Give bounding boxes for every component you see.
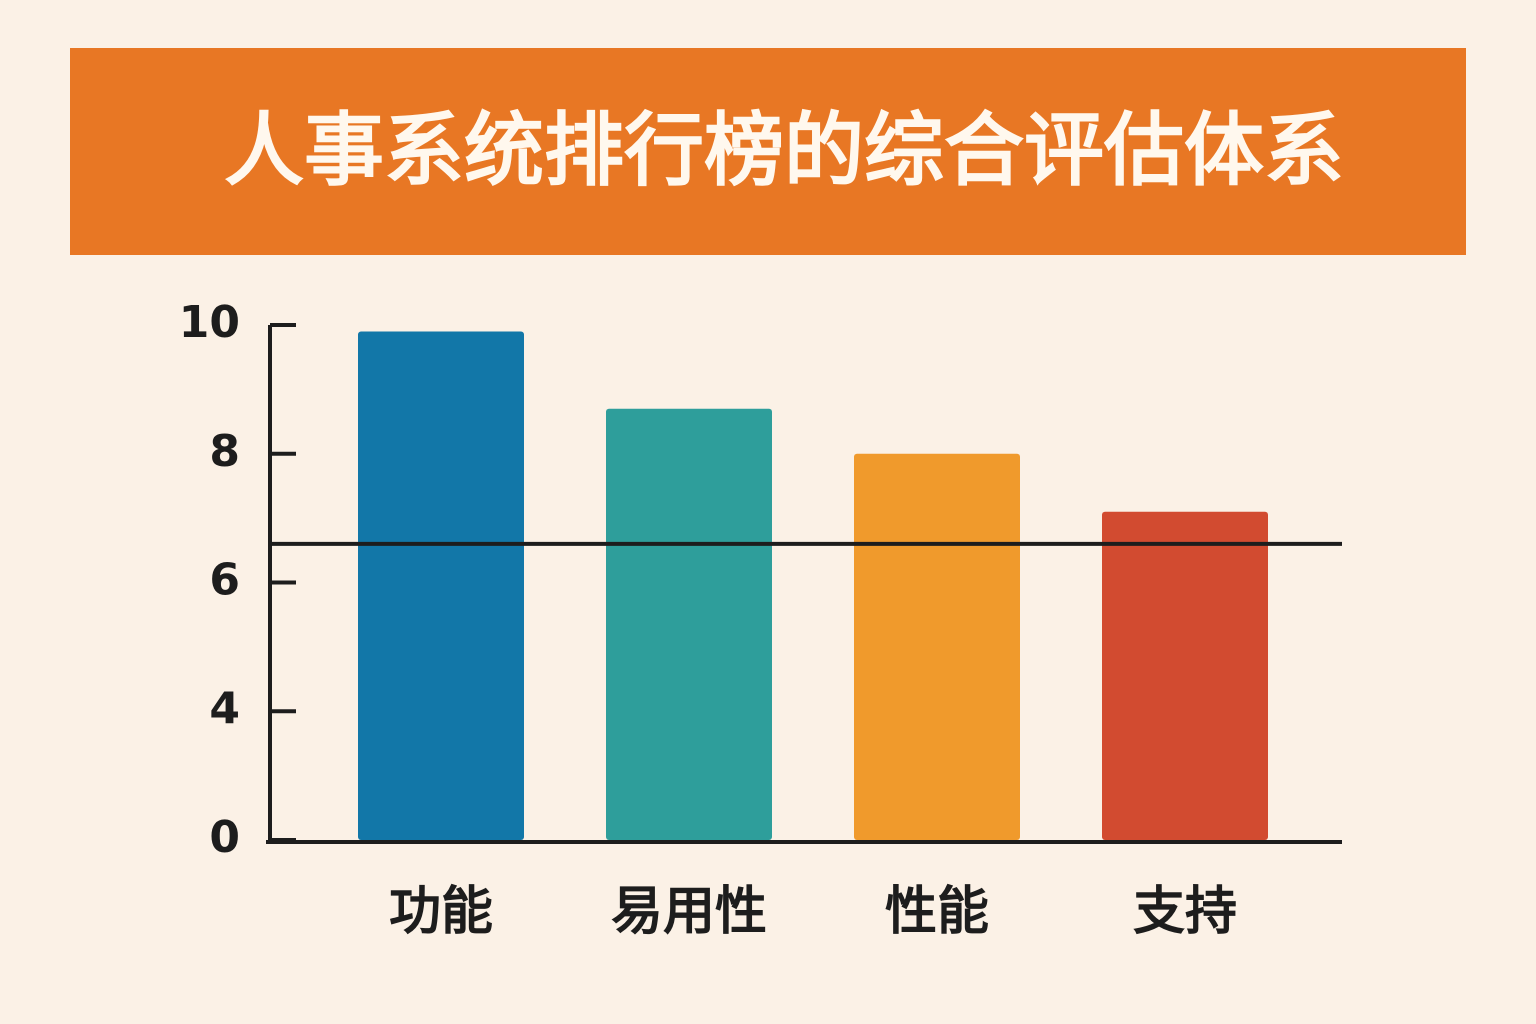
bar	[854, 453, 1020, 840]
bar	[606, 408, 772, 840]
y-tick-label: 8	[209, 426, 240, 477]
x-tick-label: 功能	[389, 882, 493, 942]
x-tick-label: 易用性	[611, 882, 767, 942]
y-tick-label: 10	[179, 297, 240, 348]
title-banner	[70, 48, 1466, 255]
y-tick-label: 6	[209, 555, 240, 606]
bar	[358, 331, 524, 840]
x-tick-label: 支持	[1133, 882, 1237, 942]
chart-title: 人事系统排行榜的综合评估体系	[224, 104, 1344, 197]
y-tick-label: 4	[209, 683, 240, 734]
bar	[1102, 511, 1268, 840]
x-tick-label: 性能	[885, 882, 989, 942]
y-tick-label: 0	[209, 812, 240, 863]
